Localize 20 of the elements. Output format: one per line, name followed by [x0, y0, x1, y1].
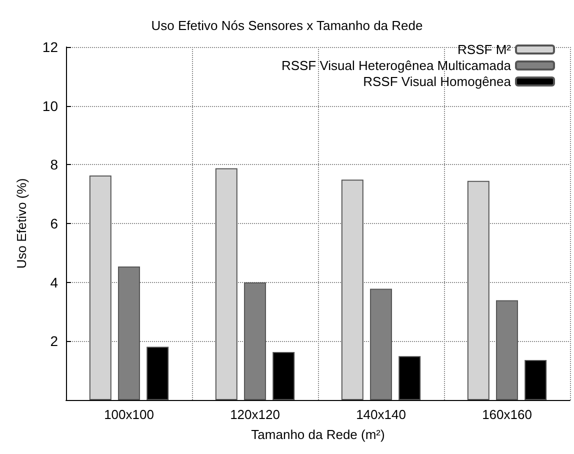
x-tick-label: 160x160: [482, 407, 532, 422]
bar: [215, 168, 238, 400]
bar: [467, 180, 490, 400]
y-axis-title: Uso Efetivo (%): [14, 178, 29, 269]
chart-title: Uso Efetivo Nós Sensores x Tamanho da Rede: [151, 18, 423, 33]
x-tick-label: 140x140: [356, 407, 406, 422]
y-tick-label: 6: [50, 216, 58, 232]
y-tick-label: 8: [50, 156, 58, 173]
y-tick-label: 2: [50, 333, 58, 350]
y-tick-label: 12: [42, 39, 58, 55]
x-tick-label: 100x100: [104, 407, 154, 422]
legend-label: RSSF Visual Homogênea: [363, 74, 512, 89]
x-tick-label: 120x120: [230, 407, 280, 422]
legend-label: RSSF Visual Heterogênea Multicamada: [281, 58, 512, 73]
legend-label: RSSF M²: [458, 42, 512, 57]
bar: [341, 180, 364, 400]
x-axis-title: Tamanho da Rede (m²): [251, 427, 385, 442]
bar: [89, 176, 112, 400]
y-tick-label: 10: [42, 98, 58, 114]
y-tick-label: 4: [50, 274, 58, 290]
